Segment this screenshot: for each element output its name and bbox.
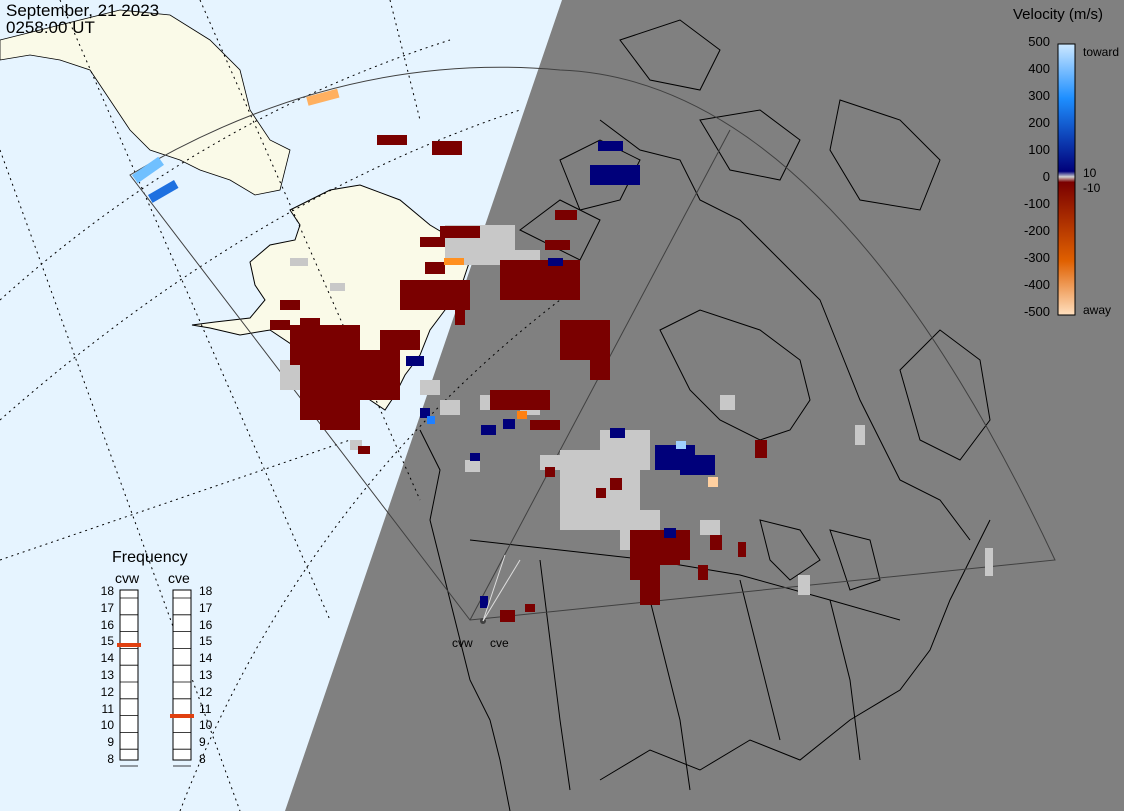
frequency-scale-label: 10 [199, 718, 213, 733]
frequency-title: Frequency [112, 549, 188, 566]
away-velocity-cells [270, 135, 767, 622]
colorbar-tick-label: -400 [1023, 277, 1050, 292]
frequency-scale-label: 14 [100, 651, 114, 666]
colorbar-tick-label: -500 [1023, 304, 1050, 319]
frequency-scale-label: 17 [199, 600, 213, 615]
frequency-scale-label: 14 [199, 651, 213, 666]
frequency-scale-label: 10 [100, 718, 114, 733]
colorbar-tick-label: -300 [1023, 250, 1050, 265]
frequency-scale-label: 13 [100, 668, 114, 682]
frequency-scale-label: 18 [100, 584, 114, 598]
away-label: away [1083, 303, 1112, 317]
frequency-scale-label: 18 [199, 584, 213, 598]
frequency-scale-label: 13 [199, 668, 213, 682]
colorbar-tick-label: 200 [1028, 115, 1050, 130]
frequency-scale-label: 8 [107, 752, 114, 766]
colorbar-tick-label: 300 [1028, 88, 1050, 103]
date-label: September, 21 2023 [6, 1, 160, 20]
siberia-land [0, 9, 291, 196]
plus-ten-label: 10 [1083, 166, 1097, 180]
colorbar-tick-label: -200 [1023, 223, 1050, 238]
radar-label-cvw: cvw [452, 636, 473, 650]
frequency-scale-label: 9 [107, 735, 114, 750]
frequency-scale-label: 9 [199, 735, 206, 750]
frequency-scale-label: 15 [199, 634, 213, 649]
colorbar-title: Velocity (m/s) [1013, 6, 1104, 23]
colorbar-tick-label: -100 [1023, 196, 1050, 211]
radar-label-cve: cve [490, 636, 509, 650]
lat-lon-grid [0, 0, 561, 811]
cvw-column-label: cvw [115, 570, 140, 586]
frequency-scale-label: 11 [199, 701, 212, 716]
colorbar-tick-label: 400 [1028, 61, 1050, 76]
cve-frequency-marker [170, 714, 194, 718]
daylight-region [0, 0, 562, 811]
frequency-scale-label: 8 [199, 752, 206, 766]
cvw-frequency-marker [117, 643, 141, 647]
colorbar-tick-label: 100 [1028, 142, 1050, 157]
frequency-scale-label: 15 [100, 634, 114, 649]
radar-sites [480, 554, 521, 624]
toward-velocity-cells [406, 141, 715, 608]
frequency-scale-label: 12 [100, 684, 114, 699]
velocity-colorbar [1057, 43, 1076, 316]
frequency-scale-label: 11 [101, 701, 114, 716]
minus-ten-label: -10 [1083, 181, 1101, 195]
colorbar-tick-label: 500 [1028, 34, 1050, 49]
colorbar-tick-label: 0 [1042, 169, 1050, 184]
time-label: 0258:00 UT [6, 18, 95, 37]
frequency-scale-label: 16 [100, 617, 114, 632]
high-velocity-cells [132, 88, 718, 487]
frequency-scale-label: 16 [199, 617, 213, 632]
frequency-scale-label: 12 [199, 684, 213, 699]
cve-column-label: cve [168, 570, 190, 586]
frequency-scale-label: 17 [100, 600, 114, 615]
toward-label: toward [1083, 45, 1120, 59]
